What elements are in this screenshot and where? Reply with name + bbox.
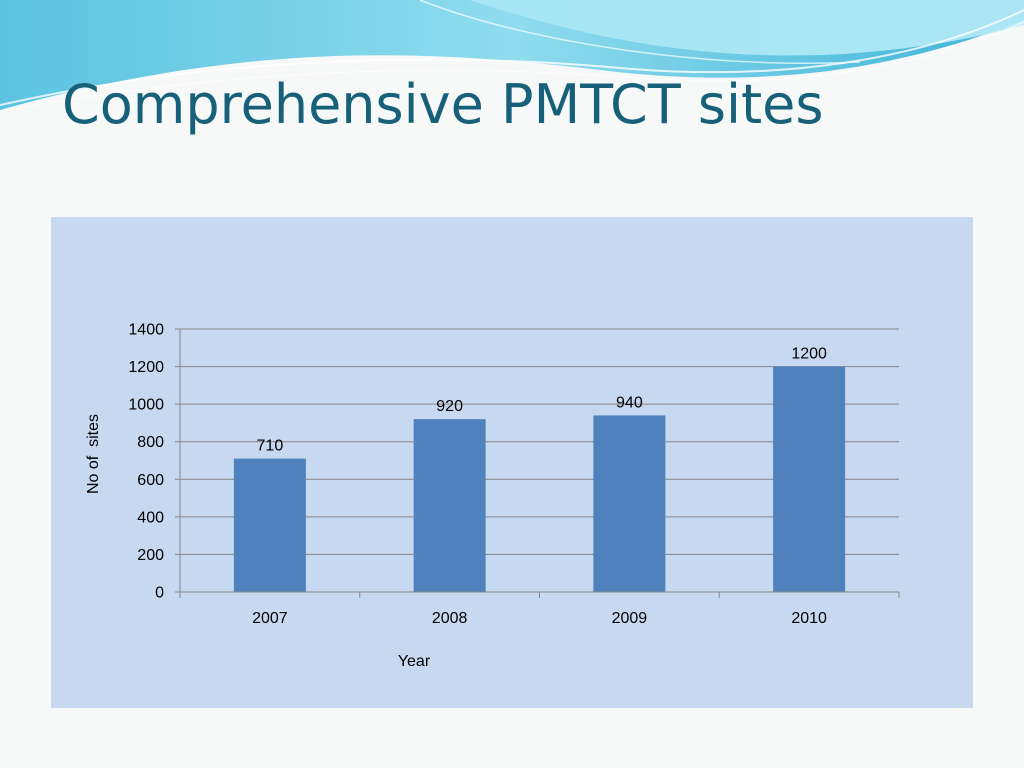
bar-2008 (413, 419, 486, 592)
bar-2010 (773, 366, 846, 592)
y-axis-title: No of sites (85, 414, 102, 494)
x-tick-labels: 2007 2008 2009 2010 (252, 610, 827, 627)
x-axis-title: Year (398, 653, 431, 670)
y-tick-label: 400 (137, 509, 164, 526)
y-tick-label: 600 (137, 472, 164, 489)
bar-2009 (593, 415, 666, 592)
y-tick-label: 1000 (128, 397, 164, 414)
axes (179, 329, 899, 593)
slide-title: Comprehensive PMTCT sites (62, 73, 824, 136)
y-tick-label: 200 (137, 547, 164, 564)
chart-panel: 0 200 400 600 800 1000 1200 1400 2007 2008 2009 20… (51, 217, 973, 708)
data-label: 920 (436, 398, 463, 415)
y-tick-label: 0 (155, 585, 164, 602)
x-tick-label: 2010 (791, 610, 827, 627)
data-labels: 710 920 940 1200 (257, 346, 828, 455)
header-wave-decoration (0, 0, 1024, 113)
data-label: 940 (616, 394, 643, 411)
y-tick-label: 1200 (128, 359, 164, 376)
data-label: 1200 (791, 346, 827, 363)
x-tick-label: 2008 (432, 610, 468, 627)
y-tick-label: 1400 (128, 322, 164, 339)
x-tick-label: 2009 (612, 610, 648, 627)
bar-2007 (233, 458, 306, 592)
data-label: 710 (257, 438, 284, 455)
y-tick-labels: 0 200 400 600 800 1000 1200 1400 (128, 322, 164, 602)
bars (233, 366, 846, 592)
y-tick-label: 800 (137, 434, 164, 451)
x-tick-label: 2007 (252, 610, 288, 627)
